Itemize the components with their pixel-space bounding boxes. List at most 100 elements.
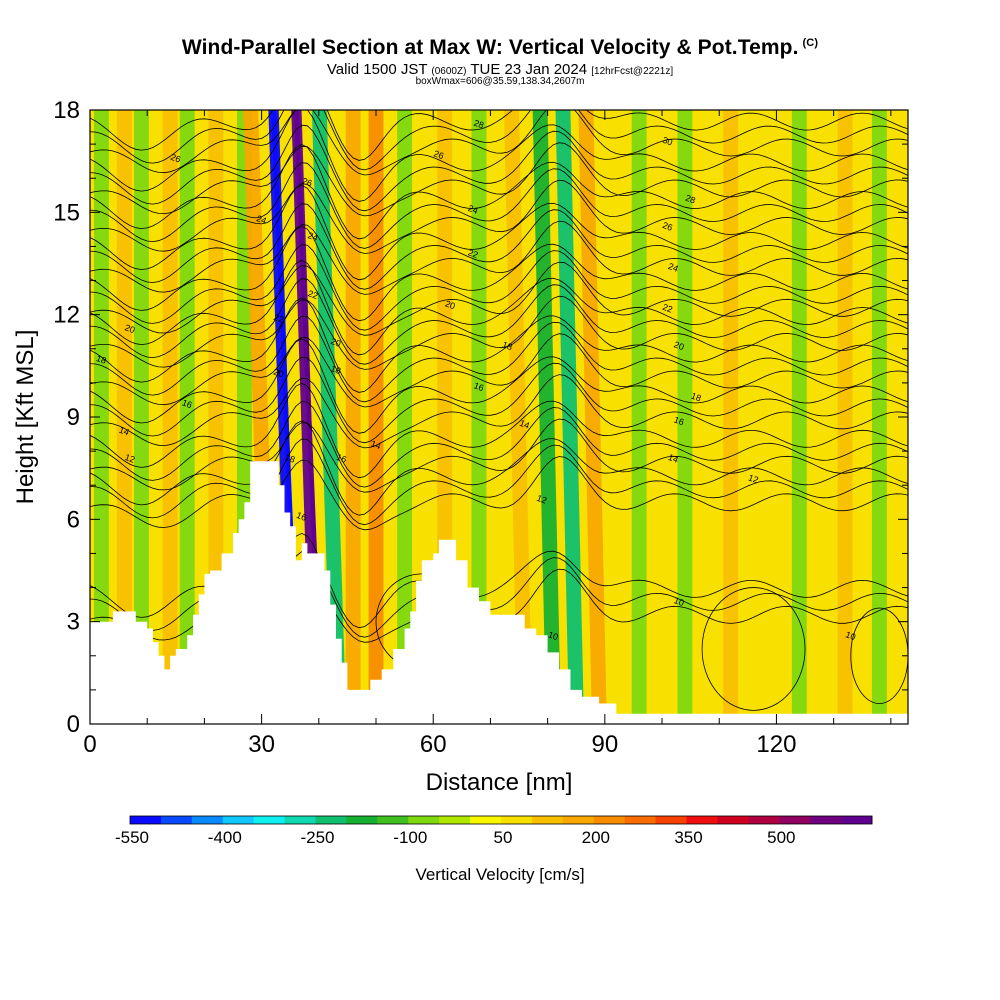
contour-label: 24 [467, 203, 480, 216]
contour-label-text: 12 [123, 452, 136, 465]
contour-label: 10 [673, 595, 686, 608]
contour-label: 24 [667, 261, 680, 274]
contour-label-text: 24 [467, 203, 480, 216]
contour-label: 10 [844, 629, 857, 642]
velocity-band [532, 110, 562, 724]
colorbar-tick-label: 200 [582, 828, 610, 847]
theta-contour [90, 418, 908, 493]
contour-label-text: 24 [667, 261, 680, 274]
contour-label-text: 18 [690, 391, 703, 404]
theta-contour [90, 356, 908, 444]
colorbar-swatch [191, 816, 224, 824]
contour-label-text: 16 [673, 414, 686, 427]
colorbar-tick-label: 50 [494, 828, 513, 847]
theta-contour [90, 338, 908, 434]
contour-label-text: 14 [667, 452, 680, 465]
contour-label-text: 12 [535, 493, 548, 506]
velocity-band [837, 110, 853, 724]
colorbar-tick-label: -550 [115, 828, 149, 847]
contour-label: 18 [690, 391, 703, 404]
theta-contour [90, 374, 908, 449]
contour-label-text: 24 [307, 230, 320, 243]
theta-contour [701, 587, 806, 711]
y-tick-label: 6 [67, 506, 80, 533]
contour-label-text: 22 [272, 312, 285, 325]
velocity-band [723, 110, 739, 724]
contour-label: 16 [295, 510, 308, 523]
velocity-core [271, 110, 296, 588]
colorbar-swatch [346, 816, 378, 824]
colorbar-tick-label: 500 [767, 828, 795, 847]
theta-contour [90, 278, 908, 365]
theta-contour [90, 315, 908, 403]
contour-label-text: 24 [255, 213, 268, 226]
colorbar-swatch [686, 816, 718, 824]
colorbar-tick-label: -400 [208, 828, 242, 847]
velocity-band [179, 110, 195, 724]
contour-label-text: 22 [307, 288, 320, 301]
contour-label: 28 [684, 193, 697, 206]
contour-label-text: 16 [472, 380, 485, 393]
contour-label: 18 [329, 363, 342, 376]
colorbar-swatch [315, 816, 347, 824]
colorbar-tick-label: -250 [300, 828, 334, 847]
colorbar-swatch [841, 816, 873, 824]
theta-contour [90, 225, 908, 322]
colorbar-swatch [501, 816, 533, 824]
colorbar-swatch [284, 816, 316, 824]
velocity-band [677, 110, 693, 724]
colorbar-swatch [439, 816, 471, 824]
theta-contour [90, 220, 908, 295]
velocity-band [504, 110, 533, 724]
theta-contour [90, 179, 908, 254]
contour-label: 14 [369, 438, 382, 451]
contour-label-text: 18 [329, 363, 342, 376]
velocity-band [631, 110, 647, 724]
valid-prefix: Valid 1500 JST [326, 61, 428, 78]
theta-contour [90, 401, 908, 488]
velocity-band [116, 110, 132, 724]
chart-title: Wind-Parallel Section at Max W: Vertical… [0, 36, 1000, 60]
contour-label: 16 [335, 452, 348, 465]
contour-label-text: 20 [444, 298, 457, 311]
contour-label: 22 [272, 312, 285, 325]
velocity-band [555, 110, 584, 724]
velocity-band [578, 110, 607, 724]
contour-label-text: 26 [301, 176, 314, 189]
contour-label-text: 18 [95, 353, 108, 366]
colorbar-swatch [655, 816, 687, 824]
theta-contour [90, 333, 908, 408]
contour-label: 30 [661, 135, 674, 148]
theta-contour [90, 244, 908, 331]
contour-label: 24 [255, 213, 268, 226]
theta-contour [90, 110, 908, 202]
contour-label: 14 [118, 425, 131, 438]
velocity-band [791, 110, 807, 724]
contour-label-text: 16 [181, 397, 194, 410]
contour-label: 10 [547, 629, 560, 642]
y-tick-label: 9 [67, 404, 80, 431]
contour-label-text: 14 [118, 425, 131, 438]
velocity-band [345, 110, 361, 724]
colorbar-label: Vertical Velocity [cm/s] [415, 865, 584, 884]
contour-label: 28 [472, 118, 485, 131]
contour-label: 16 [181, 397, 194, 410]
contour-label-text: 14 [518, 418, 531, 431]
colorbar-swatch [253, 816, 286, 824]
y-tick-label: 3 [67, 609, 80, 636]
contour-label: 12 [123, 452, 136, 465]
contour-label-text: 16 [295, 510, 308, 523]
y-tick-label: 15 [53, 199, 80, 226]
colorbar-swatch [562, 816, 595, 824]
contour-label: 22 [467, 247, 480, 260]
theta-contour [90, 124, 908, 212]
valid-time-line: Valid 1500 JST (0600Z) TUE 23 Jan 2024 [… [0, 61, 1000, 78]
contour-labels: 26 24 20 18 16 14 12 22 20 18 16 26 24 22 20 18 16 14 26 28… [95, 118, 857, 642]
x-tick-label: 60 [420, 731, 447, 758]
theta-contour [90, 261, 908, 336]
contour-label: 12 [747, 472, 760, 485]
theta-contour [90, 420, 908, 516]
chart-title-text: Wind-Parallel Section at Max W: Vertical… [181, 36, 799, 59]
contour-label: 26 [432, 148, 445, 161]
